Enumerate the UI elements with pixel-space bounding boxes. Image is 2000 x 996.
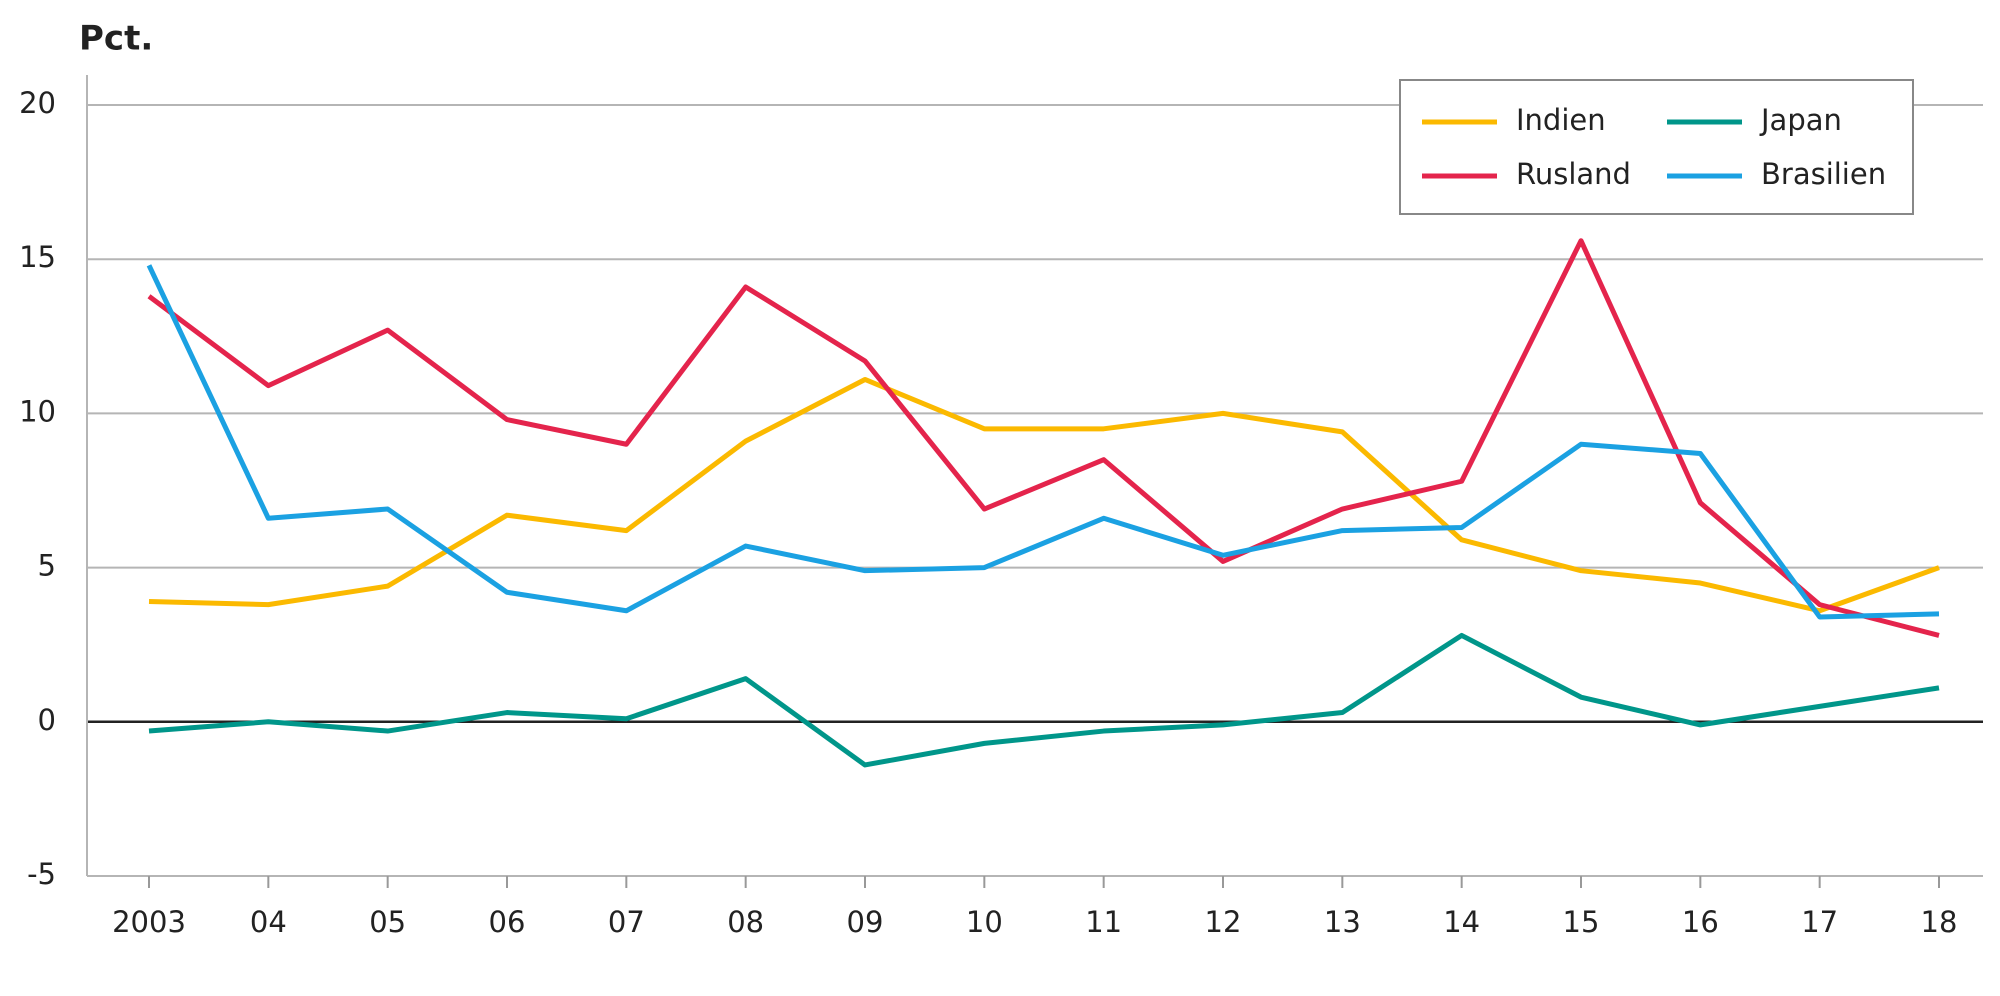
- x-tick-label: 18: [1921, 905, 1958, 939]
- line-series: [148, 632, 1940, 768]
- x-tick-label: 10: [966, 905, 1003, 939]
- x-tick-label: 09: [847, 905, 884, 939]
- x-tick-label: 15: [1563, 905, 1600, 939]
- legend-label: Japan: [1759, 103, 1842, 137]
- y-tick-label: 0: [38, 703, 56, 737]
- x-tick-label: 08: [727, 905, 764, 939]
- x-tick-label: 12: [1205, 905, 1242, 939]
- legend-label: Brasilien: [1761, 157, 1886, 191]
- x-tick-label: 11: [1085, 905, 1122, 939]
- line-series: [146, 264, 1940, 620]
- x-tick-label: 04: [250, 905, 287, 939]
- y-tick-label: 5: [38, 549, 56, 583]
- y-tick-label: 15: [19, 240, 56, 274]
- y-tick-label: -5: [27, 857, 56, 891]
- x-tick-label: 13: [1324, 905, 1361, 939]
- x-tick-label: 17: [1801, 905, 1838, 939]
- y-tick-label: 20: [19, 86, 56, 120]
- line-series: [147, 238, 1940, 638]
- legend-box: [1399, 79, 1914, 215]
- y-tick-label: 10: [19, 394, 56, 428]
- x-tick-label: 07: [608, 905, 645, 939]
- x-tick-label: 05: [369, 905, 406, 939]
- legend-label: Rusland: [1516, 157, 1631, 191]
- x-tick-label: 2003: [112, 905, 186, 939]
- x-tick-label: 14: [1443, 905, 1480, 939]
- legend-label: Indien: [1516, 103, 1606, 137]
- y-axis-label: Pct.: [79, 19, 153, 59]
- x-tick-label: 06: [489, 905, 526, 939]
- x-tick-label: 16: [1682, 905, 1719, 939]
